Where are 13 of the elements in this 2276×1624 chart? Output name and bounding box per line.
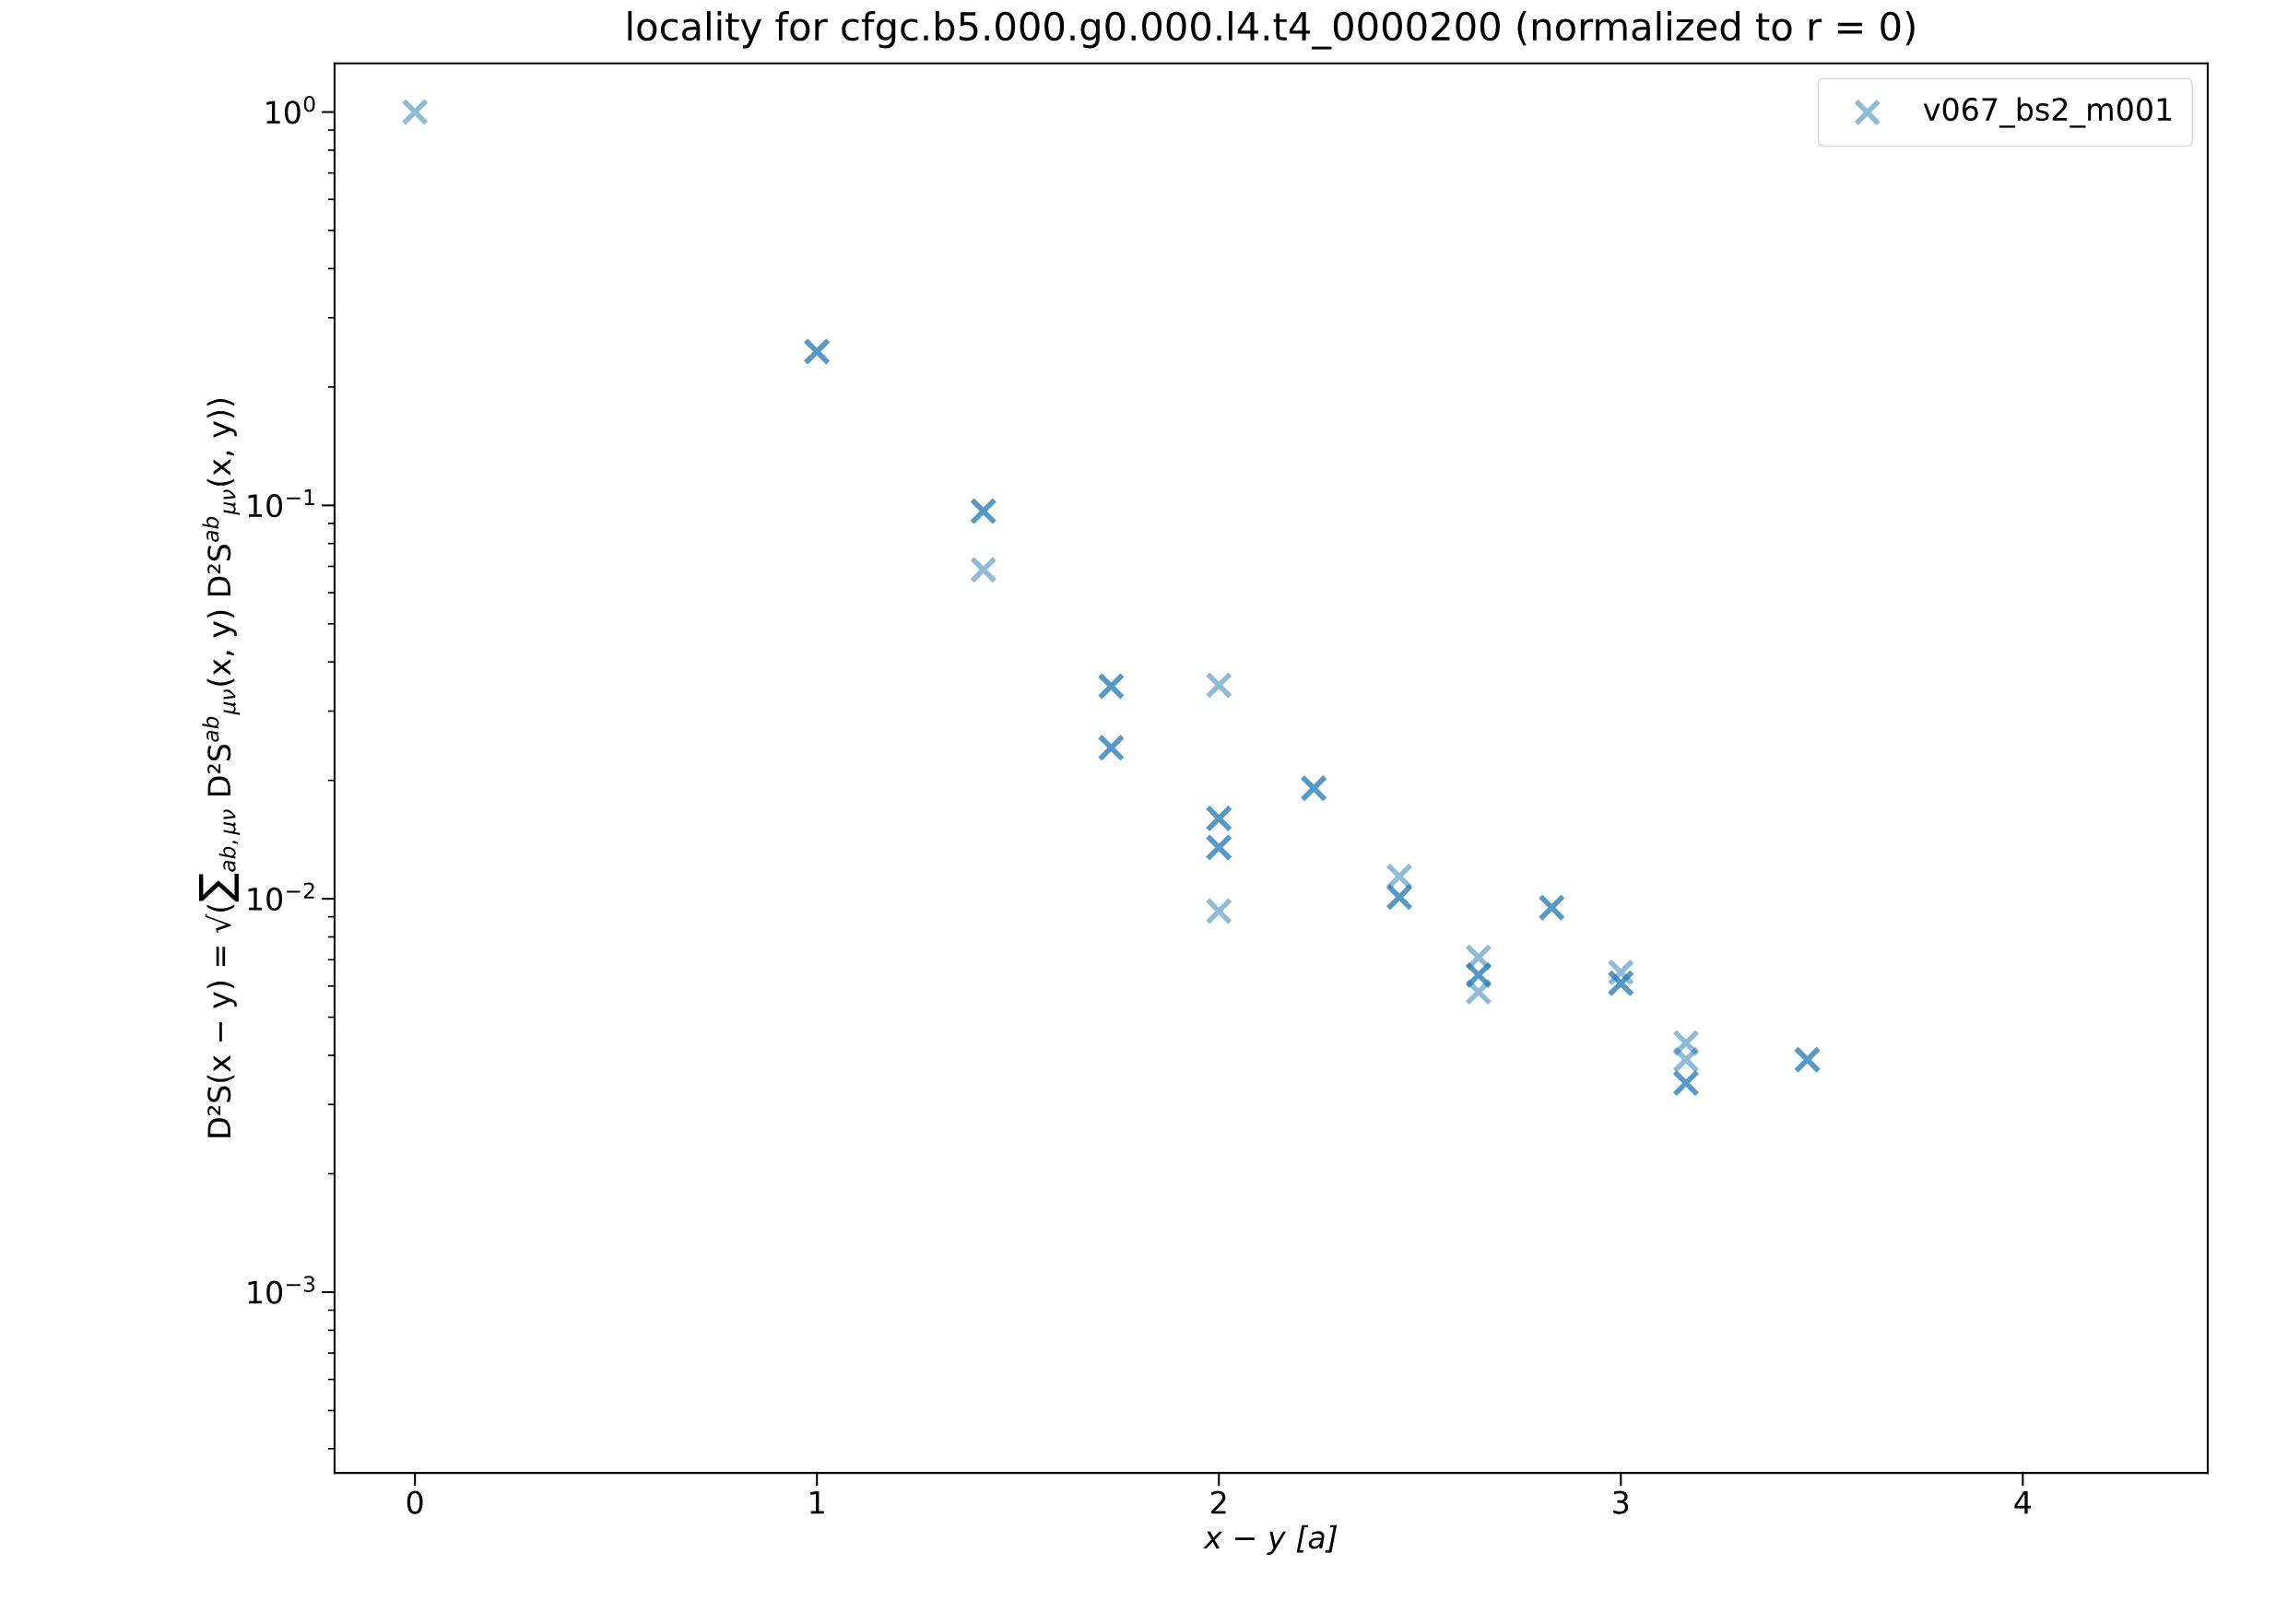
y-tick-label: 10$^{−2}$: [248, 882, 314, 912]
x-tick-label: 0: [407, 1490, 423, 1514]
x-tick-label: 2: [1211, 1490, 1226, 1514]
x-axis-title: x − y [a]: [1203, 1524, 1338, 1555]
x-tick-label: 1: [810, 1490, 824, 1514]
x-tick-label: 3: [1613, 1490, 1629, 1514]
legend-label: v067_bs2_m001: [1923, 97, 2172, 128]
y-tick-label: 10$^{−3}$: [248, 1276, 315, 1304]
text: D²S(x − y) = √(∑$_{ab,μν}$ D²S$^{ab}$$_{μν}$(x, y) D²S$^{ab}$$_{μν}$(x, y)): [198, 398, 241, 1137]
y-tick-label: 10$^{−1}$: [248, 489, 314, 518]
chart-title: locality for cfgc.b5.000.g0.000.l4.t4_0000200 (normalized to r = 0): [628, 11, 1915, 50]
y-tick-label: 10$^{0}$: [266, 95, 315, 124]
x-tick-label: 4: [2014, 1490, 2032, 1514]
